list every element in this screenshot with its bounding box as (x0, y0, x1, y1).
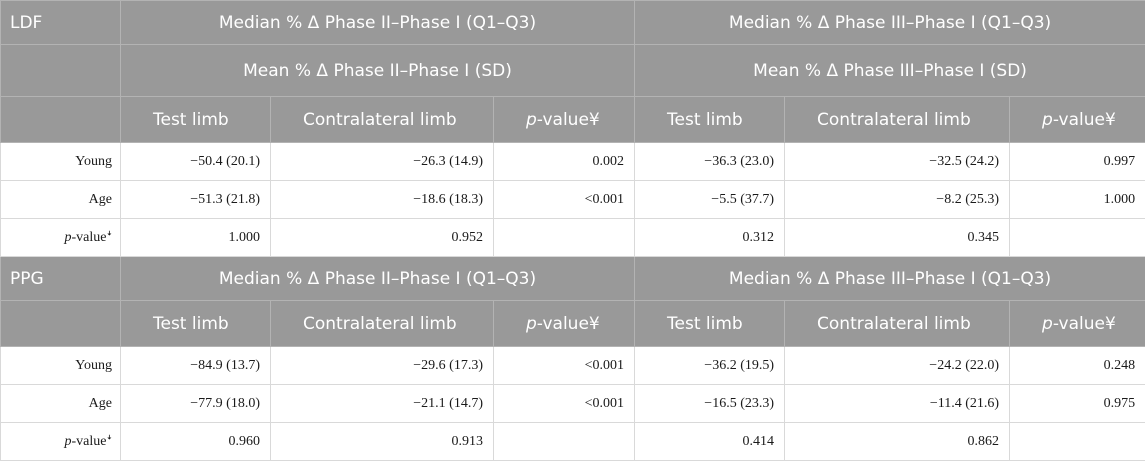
ppg-header-row: PPG Median % Δ Phase II–Phase I (Q1–Q3) … (0, 256, 1145, 301)
data-cell: −21.1 (14.7) (270, 384, 494, 423)
ldf-mean-phase3-header: Mean % Δ Phase III–Phase I (SD) (634, 44, 1145, 97)
data-cell: −24.2 (22.0) (784, 346, 1011, 385)
table-row: Young −50.4 (20.1) −26.3 (14.9) 0.002 −3… (0, 142, 1145, 181)
data-cell: −32.5 (24.2) (784, 142, 1011, 181)
table-row: Age −77.9 (18.0) −21.1 (14.7) <0.001 −16… (0, 384, 1145, 423)
data-cell: 0.960 (120, 422, 271, 461)
data-cell: −18.6 (18.3) (270, 180, 494, 219)
data-cell: 0.997 (1009, 142, 1145, 181)
data-cell: 0.345 (784, 218, 1011, 257)
data-cell: <0.001 (492, 180, 636, 219)
row-label: Young (0, 346, 121, 385)
table-row: Age −51.3 (21.8) −18.6 (18.3) <0.001 −5.… (0, 180, 1145, 219)
col-p-value: p-value¥ (1009, 300, 1145, 347)
col-contralateral-limb: Contralateral limb (270, 300, 494, 347)
ldf-median-phase2-header: Median % Δ Phase II–Phase I (Q1–Q3) (119, 0, 636, 45)
row-label: Age (0, 384, 121, 423)
col-test-limb: Test limb (120, 96, 271, 143)
data-cell: 0.862 (784, 422, 1011, 461)
empty-cell (0, 96, 121, 143)
col-test-limb: Test limb (120, 300, 271, 347)
ppg-section-label: PPG (0, 256, 121, 301)
row-label: p-valueꜜ (0, 422, 121, 461)
ldf-section-label: LDF (0, 0, 121, 45)
data-cell: −16.5 (23.3) (634, 384, 786, 423)
data-cell (492, 422, 636, 461)
data-cell: −36.3 (23.0) (634, 142, 786, 181)
data-cell: 0.952 (270, 218, 494, 257)
col-p-value: p-value¥ (492, 300, 636, 347)
data-cell: 0.312 (634, 218, 786, 257)
data-cell: 0.414 (634, 422, 786, 461)
col-test-limb: Test limb (634, 96, 786, 143)
data-cell: <0.001 (492, 384, 636, 423)
col-contralateral-limb: Contralateral limb (270, 96, 494, 143)
col-test-limb: Test limb (634, 300, 786, 347)
data-cell: −84.9 (13.7) (120, 346, 271, 385)
table-row: Young −84.9 (13.7) −29.6 (17.3) <0.001 −… (0, 346, 1145, 385)
ppg-median-phase2-header: Median % Δ Phase II–Phase I (Q1–Q3) (119, 256, 636, 301)
col-p-value: p-value¥ (492, 96, 636, 143)
empty-cell (0, 300, 121, 347)
data-cell: −77.9 (18.0) (120, 384, 271, 423)
data-cell (492, 218, 636, 257)
data-cell: <0.001 (492, 346, 636, 385)
data-cell: 0.913 (270, 422, 494, 461)
data-cell (1009, 422, 1145, 461)
ldf-mean-phase2-header: Mean % Δ Phase II–Phase I (SD) (119, 44, 636, 97)
row-label: Young (0, 142, 121, 181)
ppg-column-header-row: Test limb Contralateral limb p-value¥ Te… (0, 300, 1145, 347)
data-cell: −36.2 (19.5) (634, 346, 786, 385)
col-contralateral-limb: Contralateral limb (784, 300, 1011, 347)
ldf-column-header-row: Test limb Contralateral limb p-value¥ Te… (0, 96, 1145, 143)
data-cell: 0.002 (492, 142, 636, 181)
col-p-value: p-value¥ (1009, 96, 1145, 143)
data-cell: 1.000 (1009, 180, 1145, 219)
empty-cell (0, 44, 121, 97)
data-cell: −50.4 (20.1) (120, 142, 271, 181)
data-cell: −29.6 (17.3) (270, 346, 494, 385)
ldf-mean-header-row: Mean % Δ Phase II–Phase I (SD) Mean % Δ … (0, 44, 1145, 97)
ppg-median-phase3-header: Median % Δ Phase III–Phase I (Q1–Q3) (634, 256, 1145, 301)
table-row-p-value: p-valueꜜ 0.960 0.913 0.414 0.862 (0, 422, 1145, 461)
data-cell: −11.4 (21.6) (784, 384, 1011, 423)
row-label: p-valueꜜ (0, 218, 121, 257)
ldf-header-row: LDF Median % Δ Phase II–Phase I (Q1–Q3) … (0, 0, 1145, 45)
data-cell: −8.2 (25.3) (784, 180, 1011, 219)
data-cell: 0.975 (1009, 384, 1145, 423)
row-label: Age (0, 180, 121, 219)
data-cell: −51.3 (21.8) (120, 180, 271, 219)
data-cell (1009, 218, 1145, 257)
data-cell: 1.000 (120, 218, 271, 257)
ldf-median-phase3-header: Median % Δ Phase III–Phase I (Q1–Q3) (634, 0, 1145, 45)
data-cell: 0.248 (1009, 346, 1145, 385)
data-cell: −26.3 (14.9) (270, 142, 494, 181)
col-contralateral-limb: Contralateral limb (784, 96, 1011, 143)
data-cell: −5.5 (37.7) (634, 180, 786, 219)
table-row-p-value: p-valueꜜ 1.000 0.952 0.312 0.345 (0, 218, 1145, 257)
